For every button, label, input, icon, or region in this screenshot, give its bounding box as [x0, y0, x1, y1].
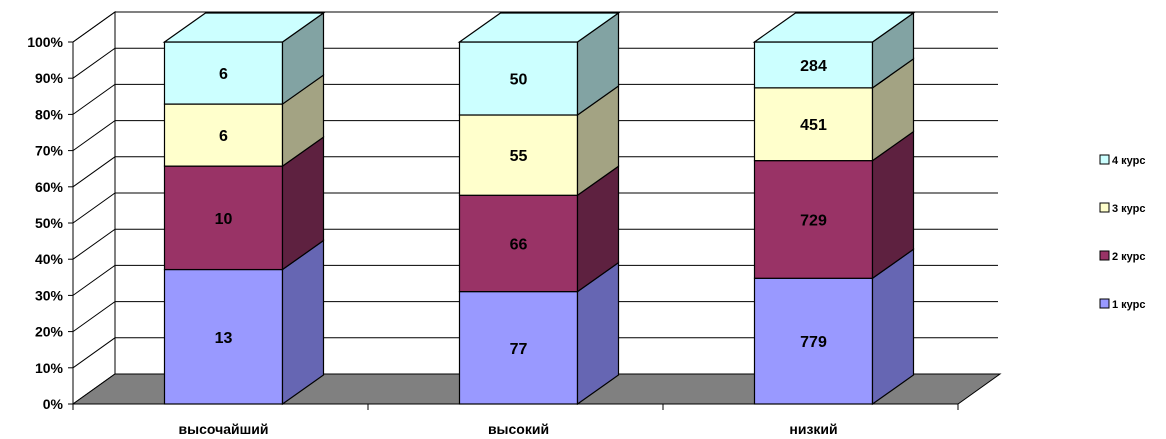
legend: 4 курс 3 курс 2 курс 1 курс: [1099, 154, 1146, 311]
y-axis: 0% 10% 20% 30% 40% 50% 60% 70% 80% 90% 100%: [27, 34, 74, 412]
bar-segment: [753, 87, 874, 162]
y-tick-label: 40%: [35, 251, 64, 267]
y-tick-label: 20%: [35, 324, 64, 340]
gridline: [72, 47, 998, 79]
y-tick-label: 70%: [35, 143, 64, 159]
data-label: 284: [800, 58, 827, 75]
data-label: 13: [215, 330, 233, 347]
legend-label: 4 курс: [1112, 155, 1146, 167]
y-tick-label: 0%: [43, 396, 64, 412]
data-label: 6: [219, 66, 228, 83]
bar-segment: [753, 41, 874, 89]
gridline: [72, 301, 998, 333]
gridline: [72, 83, 998, 115]
data-label: 10: [215, 211, 233, 228]
bar-segment: [163, 165, 284, 271]
data-label: 6: [219, 128, 228, 145]
y-tick-label: 100%: [27, 34, 63, 50]
legend-swatch: [1099, 154, 1110, 165]
bar-segment: [458, 41, 579, 116]
y-tick-label: 80%: [35, 106, 64, 122]
data-label: 77: [510, 341, 528, 358]
bar-segment: [163, 268, 284, 405]
y-tick-label: 50%: [35, 215, 64, 231]
gridline: [72, 337, 998, 369]
gridline: [72, 11, 998, 43]
data-label: 66: [510, 236, 528, 253]
gridline: [72, 228, 998, 260]
x-axis: высочайший высокий низкий: [72, 403, 959, 437]
bar-segment: [163, 103, 284, 167]
legend-label: 1 курс: [1112, 299, 1146, 311]
y-tick-label: 30%: [35, 287, 64, 303]
gridline: [72, 192, 998, 224]
gridlines: [72, 11, 998, 405]
gridline: [72, 156, 998, 188]
x-tick-label: низкий: [789, 421, 837, 437]
y-tick-label: 10%: [35, 360, 64, 376]
legend-label: 3 курс: [1112, 203, 1146, 215]
legend-swatch: [1099, 250, 1110, 261]
legend-swatch: [1099, 202, 1110, 213]
x-tick-label: высочайший: [179, 421, 269, 437]
gridline: [72, 120, 998, 152]
data-label: 729: [800, 212, 827, 229]
data-label: 779: [800, 334, 827, 351]
legend-label: 2 курс: [1112, 251, 1146, 263]
data-label: 55: [510, 148, 528, 165]
bar-segment: [753, 277, 874, 405]
bar-segment: [458, 114, 579, 196]
bar-segment: [753, 160, 874, 279]
bar-top: [457, 12, 621, 43]
data-label: 50: [510, 71, 528, 88]
y-tick-label: 90%: [35, 70, 64, 86]
x-tick-label: высокий: [488, 421, 549, 437]
gridline: [72, 264, 998, 296]
bar-top: [162, 12, 326, 43]
data-label: 451: [800, 117, 827, 134]
bar-top: [752, 12, 916, 43]
y-tick-label: 60%: [35, 179, 64, 195]
bar-segment: [458, 194, 579, 293]
legend-swatch: [1099, 298, 1110, 309]
